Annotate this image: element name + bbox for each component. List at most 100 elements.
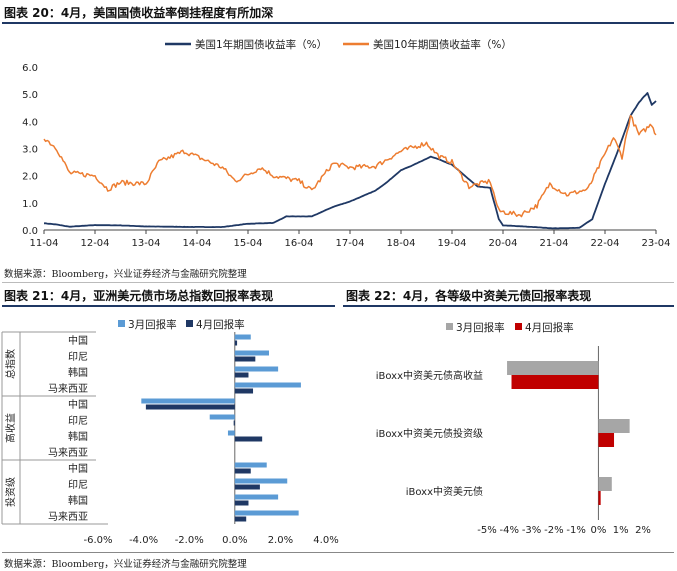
bar-april (234, 500, 249, 506)
x-tick-label: 1% (613, 525, 629, 536)
bar-march (598, 419, 630, 433)
legend-swatch (186, 320, 193, 327)
category-label: 印尼 (68, 479, 88, 491)
y-tick-label: 3.0 (22, 145, 38, 156)
x-tick-label: 22-04 (590, 238, 619, 249)
fig21-title-rule (2, 305, 335, 307)
x-tick-label: 17-04 (335, 238, 364, 249)
category-label: iBoxx中资美元债投资级 (376, 427, 483, 440)
fig20-line-chart: 0.0 1.0 2.0 3.0 4.0 5.0 6.0 11-04 12-04 13-04 14-0… (22, 38, 670, 249)
x-tick-label: 23-04 (641, 238, 670, 249)
legend-label: 美国1年期国债收益率（%） (195, 38, 327, 51)
bar-march (209, 414, 235, 420)
bar-march (598, 477, 612, 491)
x-tick-label: -2.0% (175, 535, 204, 546)
x-tick-label: -1% (566, 525, 585, 536)
fig21-title: 图表 21：4月，亚洲美元债市场总指数回报率表现 (4, 289, 274, 303)
legend-label: 3月回报率 (128, 318, 177, 331)
bar-march (234, 366, 279, 372)
category-label: iBoxx中资美元债高收益 (376, 369, 483, 382)
bar-march (141, 398, 235, 404)
fig21-top-rule (2, 282, 674, 283)
fig22-title-rule (343, 305, 674, 307)
x-tick-label: -4% (500, 525, 519, 536)
bar-april (233, 420, 235, 426)
category-label: 中国 (68, 334, 88, 347)
legend-label: 3月回报率 (456, 321, 505, 334)
x-tick-label: 13-04 (131, 238, 160, 249)
legend-label: 4月回报率 (196, 318, 245, 331)
bar-march (234, 494, 279, 500)
legend-swatch (118, 320, 125, 327)
category-label: 马来西亚 (48, 447, 88, 459)
bar-april (234, 484, 260, 490)
bar-march (234, 350, 269, 356)
bar-april (234, 340, 238, 346)
x-tick-label: 16-04 (284, 238, 313, 249)
bar-march (234, 382, 301, 388)
y-tick-label: 1.0 (22, 199, 38, 210)
bar-march (227, 430, 235, 436)
x-tick-label: 14-04 (182, 238, 211, 249)
x-tick-label: 15-04 (233, 238, 262, 249)
y-tick-label: 5.0 (22, 90, 38, 101)
category-label: 马来西亚 (48, 511, 88, 523)
bar-april (234, 436, 263, 442)
y-tick-label: 6.0 (22, 63, 38, 74)
series-line-us-1y (44, 92, 657, 230)
category-label: 印尼 (68, 415, 88, 427)
bar-april (234, 516, 247, 522)
x-tick-label: 21-04 (539, 238, 568, 249)
bar-march (507, 361, 599, 375)
x-tick-label: 18-04 (386, 238, 415, 249)
x-tick-label: 19-04 (437, 238, 466, 249)
bottom-source: 数据来源：Bloomberg，兴业证券经济与金融研究院整理 (4, 559, 247, 570)
x-tick-label: -2% (544, 525, 563, 536)
category-label: 中国 (68, 398, 88, 411)
bar-april (598, 433, 615, 447)
fig22-title: 图表 22：4月，各等级中资美元债回报率表现 (346, 289, 592, 303)
legend-label: 美国10年期国债收益率（%） (373, 38, 512, 51)
fig20-title: 图表 20：4月，美国国债收益率倒挂程度有所加深 (4, 6, 274, 20)
bar-march (234, 478, 288, 484)
y-tick-label: 4.0 (22, 117, 38, 128)
legend-swatch (515, 323, 522, 330)
x-tick-label: 2% (635, 525, 651, 536)
bar-april (511, 375, 599, 389)
bar-april (234, 356, 256, 362)
bar-april (598, 491, 601, 505)
y-tick-label: 0.0 (22, 226, 38, 237)
group-label: 高收益 (4, 413, 17, 443)
group-label: 投资级 (4, 477, 17, 507)
bar-april (234, 468, 251, 474)
x-tick-label: 0.0% (222, 535, 247, 546)
category-label: 韩国 (68, 494, 88, 507)
x-tick-label: 20-04 (488, 238, 517, 249)
y-tick-label: 2.0 (22, 172, 38, 183)
category-label: 韩国 (68, 430, 88, 443)
legend-label: 4月回报率 (525, 321, 574, 334)
bar-april (234, 388, 254, 394)
x-tick-label: -5% (477, 525, 496, 536)
bar-march (234, 510, 299, 516)
series-line-us-10y (43, 114, 657, 218)
category-label: 印尼 (68, 351, 88, 363)
x-tick-label: 11-04 (29, 238, 58, 249)
x-tick-label: 4.0% (313, 535, 338, 546)
x-tick-label: -3% (522, 525, 541, 536)
x-tick-label: 2.0% (268, 535, 293, 546)
fig20-title-rule (2, 22, 674, 24)
category-label: 韩国 (68, 366, 88, 379)
x-tick-label: -6.0% (83, 535, 112, 546)
group-label: 总指数 (4, 349, 17, 379)
bar-march (234, 334, 251, 340)
fig21-bar-chart: 总指数中国印尼韩国马来西亚高收益中国印尼韩国马来西亚投资级中国印尼韩国马来西亚-… (1, 318, 339, 546)
legend-swatch (446, 323, 453, 330)
category-label: 马来西亚 (48, 383, 88, 395)
category-label: 中国 (68, 462, 88, 475)
category-label: iBoxx中资美元债 (406, 485, 483, 498)
bar-april (234, 372, 249, 378)
fig20-source: 数据来源：Bloomberg，兴业证券经济与金融研究院整理 (4, 269, 247, 280)
bottom-rule (2, 552, 674, 553)
